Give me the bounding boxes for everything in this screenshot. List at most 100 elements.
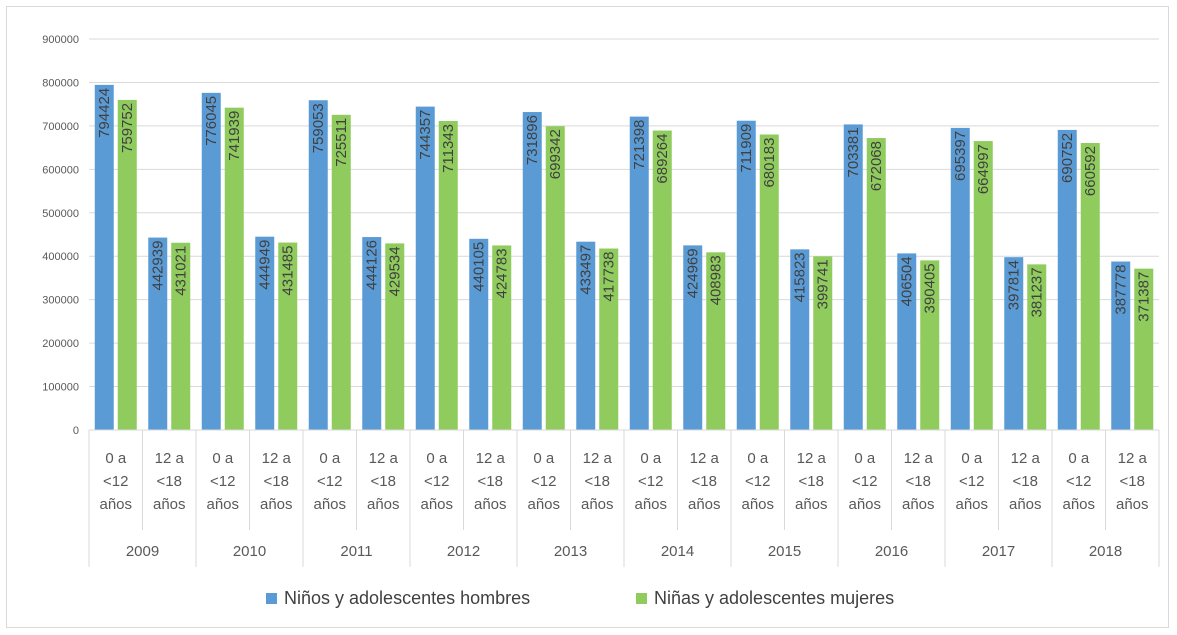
bar — [331, 114, 351, 430]
age-group-label: 0 a — [961, 450, 983, 467]
age-group-label: 12 a — [690, 450, 720, 467]
age-group-label: <12 — [531, 473, 556, 490]
bar — [1004, 257, 1024, 430]
bar — [629, 116, 649, 430]
age-group-label: <18 — [1013, 473, 1038, 490]
data-label: 442939 — [150, 241, 167, 291]
data-label: 415823 — [792, 252, 809, 302]
gridlines — [89, 38, 1159, 431]
grouped-bar-chart: 0 100000 200000 300000 400000 500000 600000 700… — [42, 34, 1160, 608]
chart-frame: 0 100000 200000 300000 400000 500000 600000 700… — [6, 6, 1169, 628]
data-label: 711909 — [738, 124, 755, 173]
data-label: 397814 — [1006, 260, 1023, 310]
age-group-label: años — [1062, 496, 1095, 513]
year-label: 2011 — [340, 543, 372, 560]
data-label: 725511 — [333, 118, 350, 167]
age-group-label: años — [153, 496, 186, 513]
data-label: 381237 — [1029, 267, 1046, 317]
data-label: 444949 — [257, 240, 274, 290]
data-label: 429534 — [387, 246, 404, 296]
bar — [866, 138, 886, 430]
age-group-label: 12 a — [904, 450, 934, 467]
bar — [973, 141, 993, 430]
age-group-label: <18 — [371, 473, 396, 490]
age-group-label: años — [795, 496, 828, 513]
y-tick-label: 500000 — [42, 208, 79, 220]
age-group-label: <12 — [959, 473, 984, 490]
bar — [950, 127, 970, 430]
data-label: 433497 — [578, 245, 595, 295]
age-group-label: años — [634, 496, 667, 513]
year-label: 2010 — [233, 543, 266, 560]
bar — [201, 92, 221, 430]
age-group-label: 0 a — [1068, 450, 1090, 467]
data-label: 431021 — [173, 246, 190, 296]
data-label: 680183 — [761, 137, 778, 187]
bar — [255, 236, 275, 430]
age-group-label: años — [688, 496, 721, 513]
bar — [385, 243, 405, 430]
y-tick-label: 200000 — [42, 338, 79, 350]
bar — [920, 260, 940, 430]
y-tick-label: 0 — [73, 425, 79, 437]
age-group-label: años — [367, 496, 400, 513]
age-group-label: <18 — [157, 473, 182, 490]
age-group-label: 12 a — [155, 450, 185, 467]
bar — [278, 242, 298, 430]
y-tick-label: 600000 — [42, 164, 79, 176]
age-group-label: años — [848, 496, 881, 513]
data-label: 721398 — [631, 120, 648, 170]
data-label: 759752 — [119, 103, 136, 153]
data-label: 689264 — [654, 134, 671, 184]
age-group-label: <12 — [210, 473, 235, 490]
age-group-label: <18 — [799, 473, 824, 490]
age-group-label: 12 a — [583, 450, 613, 467]
age-group-label: 0 a — [105, 450, 127, 467]
bar — [415, 106, 435, 431]
age-group-label: 0 a — [747, 450, 769, 467]
data-label: 759053 — [310, 103, 327, 153]
y-tick-label: 700000 — [42, 121, 79, 133]
age-group-label: <18 — [264, 473, 289, 490]
bar — [438, 120, 458, 430]
bar — [94, 84, 114, 430]
data-labels: 794424 759752 442939 431021 776045 741939 4449… — [96, 88, 1153, 322]
age-group-label: 12 a — [797, 450, 827, 467]
data-label: 431485 — [280, 246, 297, 296]
age-group-label: <12 — [317, 473, 342, 490]
bar — [545, 126, 565, 431]
data-label: 444126 — [364, 240, 381, 290]
age-group-label: años — [260, 496, 293, 513]
year-label: 2015 — [768, 543, 801, 560]
data-label: 440105 — [471, 242, 488, 292]
age-group-label: <18 — [1120, 473, 1145, 490]
age-group-label: años — [99, 496, 132, 513]
bar — [522, 112, 542, 430]
legend-swatch — [636, 593, 647, 604]
y-tick-label: 900000 — [42, 34, 79, 46]
bar — [148, 237, 168, 430]
age-group-label: 0 a — [212, 450, 234, 467]
year-label: 2012 — [447, 543, 480, 560]
age-group-label: 12 a — [476, 450, 506, 467]
x-axis: 0 a <12 años 12 a <18 años 2009 0 a <12 años 12 a <… — [88, 429, 1160, 567]
bar — [171, 242, 191, 430]
age-group-label: 0 a — [640, 450, 662, 467]
age-group-label: 12 a — [1011, 450, 1041, 467]
bar — [706, 252, 726, 430]
age-group-label: 12 a — [1118, 450, 1148, 467]
data-label: 690752 — [1059, 133, 1076, 183]
age-group-label: 12 a — [262, 450, 292, 467]
age-group-label: 12 a — [369, 450, 399, 467]
data-label: 406504 — [899, 256, 916, 306]
age-group-label: <12 — [103, 473, 128, 490]
data-label: 699342 — [547, 129, 564, 179]
age-group-label: años — [1009, 496, 1042, 513]
y-tick-label: 800000 — [42, 77, 79, 89]
data-label: 711343 — [440, 124, 457, 173]
data-label: 399741 — [815, 259, 832, 309]
age-group-label: <18 — [478, 473, 503, 490]
bar — [599, 248, 619, 430]
bar — [897, 253, 917, 430]
age-group-label: <18 — [906, 473, 931, 490]
